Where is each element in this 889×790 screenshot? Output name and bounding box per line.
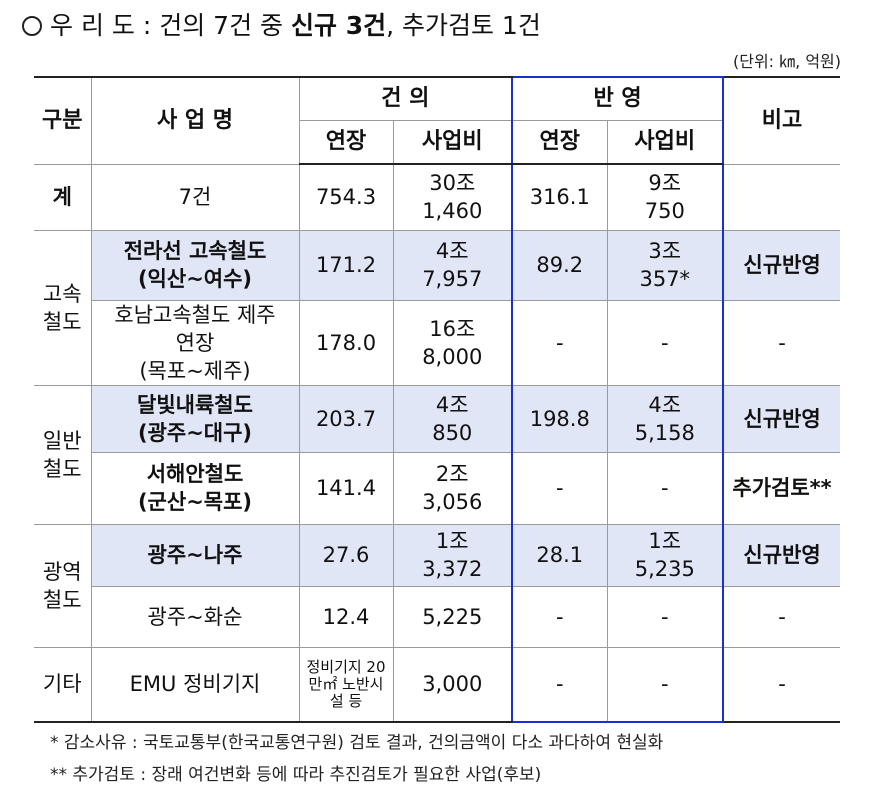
group-other: 기타: [34, 647, 92, 723]
total-reflected-length: 316.1: [511, 164, 608, 231]
header-remarks: 비고: [723, 76, 841, 165]
total-label: 계: [34, 164, 92, 231]
project-name: 서해안철도 (군산~목포): [91, 452, 300, 525]
header-project: 사 업 명: [91, 76, 300, 165]
header-category: 구분: [34, 76, 92, 165]
proposal-cost: 2조 3,056: [393, 452, 513, 525]
total-reflected-cost: 9조 750: [607, 164, 725, 231]
header-proposal-length: 연장: [299, 120, 394, 165]
unit-note: (단위: ㎞, 억원): [732, 52, 841, 71]
proposal-cost: 5,225: [393, 586, 513, 648]
proposal-cost: 1조 3,372: [393, 524, 513, 587]
table-row: 광주~화순 12.4 5,225 - - -: [34, 586, 841, 648]
remarks: 신규반영: [723, 230, 841, 301]
header-proposal: 건 의: [299, 76, 513, 121]
group-general: 일반 철도: [34, 385, 92, 525]
remarks: -: [723, 300, 841, 386]
reflected-cost: -: [607, 300, 725, 386]
reflected-length: -: [511, 300, 608, 386]
proposal-length: 171.2: [299, 230, 394, 301]
remarks: 신규반영: [723, 524, 841, 587]
heading-text-pre: 건의 7건 중: [159, 11, 291, 40]
footnote-review: ** 추가검토 : 장래 여건변화 등에 따라 추진검토가 필요한 사업(후보): [50, 765, 542, 785]
reflected-length: 89.2: [511, 230, 608, 301]
total-proposal-cost: 30조 1,460: [393, 164, 513, 231]
table-row: 기타 EMU 정비기지 정비기지 20만㎡ 노반시설 등 3,000 - - -: [34, 647, 841, 723]
table-row-total: 계 7건 754.3 30조 1,460 316.1 9조 750: [34, 164, 841, 231]
reflected-length: -: [511, 586, 608, 648]
proposal-length: 12.4: [299, 586, 394, 648]
reflected-length: 28.1: [511, 524, 608, 587]
reflected-length: -: [511, 452, 608, 525]
table-row: 고속 철도 전라선 고속철도 (익산~여수) 171.2 4조 7,957 89.2…: [34, 230, 841, 386]
project-name: 전라선 고속철도 (익산~여수): [91, 230, 300, 301]
proposal-length: 141.4: [299, 452, 394, 525]
circle-bullet-icon: [22, 16, 42, 36]
proposal-length: 178.0: [299, 300, 394, 386]
reflected-cost: -: [607, 586, 725, 648]
project-name: 달빛내륙철도 (광주~대구): [91, 385, 300, 453]
proposal-length: 정비기지 20만㎡ 노반시설 등: [299, 647, 394, 723]
proposal-length: 27.6: [299, 524, 394, 587]
header-proposal-cost: 사업비: [393, 120, 513, 165]
section-heading: 우 리 도 : 건의 7건 중 신규 3건, 추가검토 1건: [22, 6, 541, 42]
group-highspeed: 고속 철도: [34, 230, 92, 386]
table-row: 일반 철도 달빛내륙철도 (광주~대구) 203.7 4조 850 198.8 4조…: [34, 385, 841, 525]
remarks: 신규반영: [723, 385, 841, 453]
reflected-length: 198.8: [511, 385, 608, 453]
heading-separator: :: [134, 11, 160, 40]
header-reflected: 반 영: [511, 76, 725, 121]
proposal-cost: 4조 7,957: [393, 230, 513, 301]
heading-region: 우 리 도: [50, 11, 135, 40]
proposal-length: 203.7: [299, 385, 394, 453]
reflected-cost: -: [607, 647, 725, 723]
reflected-cost: 1조 5,235: [607, 524, 725, 587]
table-row: 서해안철도 (군산~목포) 141.4 2조 3,056 - - 추가검토**: [34, 452, 841, 525]
reflected-cost: -: [607, 452, 725, 525]
total-proposal-length: 754.3: [299, 164, 394, 231]
proposal-cost: 3,000: [393, 647, 513, 723]
project-table: 구분 사 업 명 건 의 반 영 비고 연장 사업비 연장 사업비 계 7건 7…: [34, 76, 841, 723]
project-name: EMU 정비기지: [91, 647, 300, 723]
project-name: 광주~나주: [91, 524, 300, 587]
total-project: 7건: [91, 164, 300, 231]
footnote-reduction: * 감소사유 : 국토교통부(한국교통연구원) 검토 결과, 건의금액이 다소 …: [50, 733, 664, 753]
project-name: 호남고속철도 제주 연장 (목포~제주): [91, 300, 300, 386]
project-name: 광주~화순: [91, 586, 300, 648]
group-metro: 광역 철도: [34, 524, 92, 648]
table-row: 호남고속철도 제주 연장 (목포~제주) 178.0 16조 8,000 - - -: [34, 300, 841, 386]
proposal-cost: 16조 8,000: [393, 300, 513, 386]
heading-text-post: , 추가검토 1건: [386, 11, 541, 40]
remarks: 추가검토**: [723, 452, 841, 525]
reflected-cost: 3조 357*: [607, 230, 725, 301]
header-reflected-length: 연장: [511, 120, 608, 165]
proposal-cost: 4조 850: [393, 385, 513, 453]
table-row: 광역 철도 광주~나주 27.6 1조 3,372 28.1 1조 5,235 신규…: [34, 524, 841, 648]
heading-text-bold: 신규 3건: [290, 11, 387, 40]
header-reflected-cost: 사업비: [607, 120, 725, 165]
total-remarks: [723, 164, 841, 231]
remarks: -: [723, 647, 841, 723]
reflected-length: -: [511, 647, 608, 723]
remarks: -: [723, 586, 841, 648]
reflected-cost: 4조 5,158: [607, 385, 725, 453]
